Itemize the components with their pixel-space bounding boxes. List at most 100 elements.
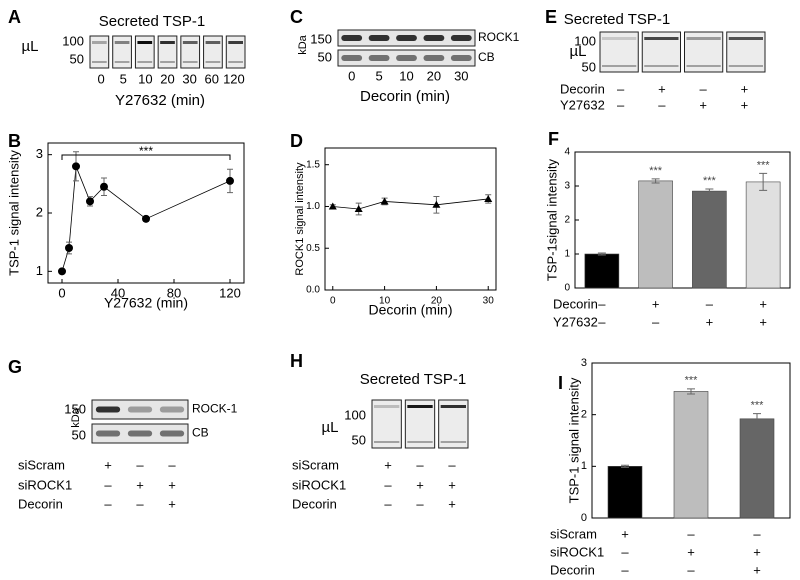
lane-label: 30 bbox=[454, 68, 468, 83]
blot-box bbox=[203, 35, 223, 69]
blot-box bbox=[180, 35, 201, 69]
condition-sign: + bbox=[168, 477, 176, 492]
blot-band bbox=[114, 41, 130, 44]
data-line bbox=[332, 198, 489, 210]
blot-band bbox=[407, 441, 433, 443]
error-bar bbox=[651, 178, 660, 184]
mw-marker: 50 bbox=[70, 51, 84, 66]
blot-band bbox=[728, 37, 763, 40]
data-point bbox=[354, 204, 363, 212]
y-tick-label: 1.5 bbox=[306, 159, 320, 170]
mw-marker: 100 bbox=[62, 33, 84, 48]
lane-label: 5 bbox=[120, 71, 127, 86]
blot-unit: µL bbox=[322, 419, 339, 436]
condition-sign: + bbox=[753, 544, 761, 559]
condition-sign: – bbox=[621, 562, 629, 577]
y-tick-label: 3 bbox=[36, 146, 43, 161]
data-point bbox=[142, 214, 150, 223]
condition-sign: + bbox=[448, 496, 456, 511]
blot-band bbox=[228, 41, 243, 44]
y-axis-label: TSP-1signal intensity bbox=[544, 158, 559, 281]
blot-band bbox=[205, 41, 221, 44]
condition-sign: – bbox=[706, 296, 714, 311]
bar bbox=[739, 418, 775, 519]
y-tick-label: 1 bbox=[564, 249, 570, 260]
blot-band bbox=[95, 430, 121, 437]
bar bbox=[745, 181, 781, 289]
condition-name: siROCK1 bbox=[550, 544, 604, 559]
condition-sign: + bbox=[136, 477, 144, 492]
y-tick-label: 0.0 bbox=[306, 285, 320, 296]
panel-label: D bbox=[290, 131, 303, 151]
lane-label: 10 bbox=[138, 71, 152, 86]
y-tick-label: 2 bbox=[36, 204, 43, 219]
blot-title: Secreted TSP-1 bbox=[360, 371, 466, 388]
blot-band bbox=[728, 65, 763, 67]
condition-name: Y27632 bbox=[553, 314, 598, 329]
blot-band bbox=[450, 55, 472, 61]
blot-band bbox=[644, 65, 679, 67]
blot-band bbox=[160, 41, 175, 44]
condition-sign: – bbox=[448, 457, 456, 472]
y-axis-label: TSP-1 signal intensity bbox=[566, 377, 581, 503]
condition-name: siROCK1 bbox=[18, 477, 72, 492]
condition-sign: + bbox=[759, 314, 767, 329]
blot-xlabel: Y27632 (min) bbox=[115, 92, 205, 109]
blot-band bbox=[423, 35, 445, 41]
blot-band bbox=[182, 61, 198, 63]
lane-label: 20 bbox=[160, 71, 174, 86]
data-point bbox=[58, 267, 66, 276]
blot-band bbox=[368, 35, 390, 41]
condition-sign: – bbox=[136, 496, 144, 511]
condition-sign: + bbox=[699, 97, 707, 112]
blot-unit: kDa bbox=[70, 407, 82, 427]
condition-sign: – bbox=[598, 296, 606, 311]
condition-sign: + bbox=[416, 477, 424, 492]
bar bbox=[607, 466, 643, 519]
blot-band bbox=[396, 35, 417, 41]
x-tick-label: 0 bbox=[58, 285, 65, 300]
error-bar bbox=[597, 252, 606, 256]
mw-marker: 50 bbox=[72, 427, 86, 442]
condition-sign: – bbox=[104, 477, 112, 492]
error-bar bbox=[687, 388, 695, 395]
blot-box bbox=[157, 35, 178, 69]
condition-sign: + bbox=[168, 496, 176, 511]
y-axis-label: ROCK1 signal intensity bbox=[294, 162, 306, 276]
significance: *** bbox=[703, 175, 717, 187]
blot-unit: kDa bbox=[297, 34, 309, 54]
blot-band bbox=[341, 55, 363, 61]
blot-band bbox=[368, 55, 390, 61]
condition-sign: + bbox=[759, 296, 767, 311]
blot-band bbox=[686, 37, 721, 40]
blot-band bbox=[602, 37, 637, 40]
y-tick-label: 0 bbox=[564, 283, 570, 294]
condition-sign: – bbox=[168, 457, 176, 472]
condition-name: siScram bbox=[18, 457, 65, 472]
data-point bbox=[380, 197, 389, 205]
blot-xlabel: Decorin (min) bbox=[360, 88, 450, 105]
blot-title: Secreted TSP-1 bbox=[564, 11, 670, 28]
lane-label: 20 bbox=[427, 68, 441, 83]
x-tick-label: 0 bbox=[330, 296, 336, 307]
x-tick-label: 30 bbox=[483, 296, 495, 307]
condition-sign: – bbox=[384, 477, 392, 492]
condition-name: Y27632 bbox=[560, 97, 605, 112]
blot-band bbox=[205, 61, 221, 63]
x-tick-label: 20 bbox=[431, 296, 443, 307]
data-point bbox=[328, 202, 337, 210]
condition-name: siScram bbox=[292, 457, 339, 472]
mw-marker: 50 bbox=[582, 59, 596, 74]
panel-label: F bbox=[548, 129, 559, 149]
condition-sign: + bbox=[741, 97, 749, 112]
condition-name: Decorin bbox=[553, 296, 598, 311]
blot-band bbox=[341, 35, 363, 41]
data-point bbox=[100, 182, 108, 191]
blot-unit: µL bbox=[22, 38, 39, 55]
blot-band bbox=[137, 41, 153, 44]
y-tick-label: 1 bbox=[581, 460, 587, 472]
x-tick-label: 40 bbox=[111, 285, 125, 300]
condition-sign: + bbox=[384, 457, 392, 472]
blot-box bbox=[89, 35, 110, 69]
blot-band bbox=[423, 55, 445, 61]
